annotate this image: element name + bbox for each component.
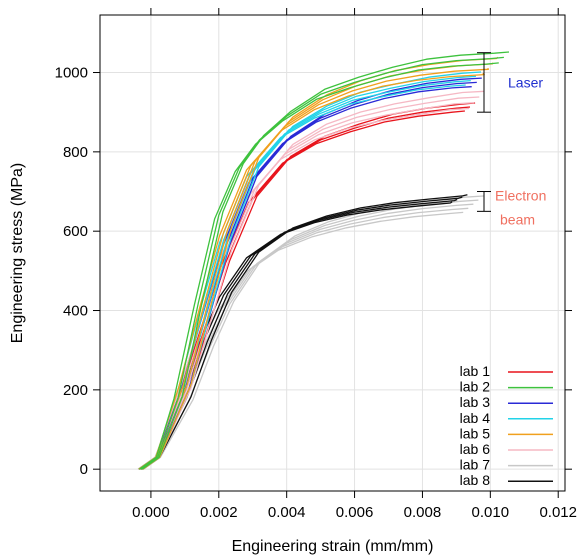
x-tick-label: 0.010 <box>472 504 510 521</box>
x-tick-label: 0.000 <box>132 504 170 521</box>
series-line-lab-2 <box>139 62 499 470</box>
y-tick-label: 1000 <box>55 65 88 82</box>
x-tick-labels: 0.000 0.002 0.004 0.006 0.008 0.010 0.012 <box>132 504 577 521</box>
x-tick-label: 0.002 <box>200 504 238 521</box>
y-tick-labels: 0 200 400 600 800 1000 <box>55 65 88 479</box>
annotation-beam: beam <box>500 211 535 227</box>
legend-label: lab 5 <box>460 425 491 441</box>
annotations: Laser Electron beam <box>477 52 546 227</box>
x-tick-label: 0.004 <box>268 504 306 521</box>
legend-label: lab 4 <box>460 410 491 426</box>
y-tick-label: 200 <box>63 382 88 399</box>
legend-label: lab 2 <box>460 379 491 395</box>
legend-label: lab 7 <box>460 457 491 473</box>
curves <box>137 51 510 470</box>
annotation-laser: Laser <box>508 74 543 90</box>
series-line-lab-2 <box>140 56 504 470</box>
x-tick-label: 0.012 <box>539 504 577 521</box>
axis-ticks <box>93 8 572 498</box>
series-line-lab-5 <box>139 67 489 470</box>
legend-label: lab 8 <box>460 472 491 488</box>
y-tick-label: 600 <box>63 223 88 240</box>
legend-label: lab 1 <box>460 363 491 379</box>
legend-label: lab 3 <box>460 394 491 410</box>
plot-frame <box>99 14 566 492</box>
annotation-electron: Electron <box>495 187 546 203</box>
series-line-lab-2 <box>141 51 510 470</box>
x-tick-label: 0.006 <box>336 504 374 521</box>
y-tick-label: 0 <box>80 461 88 478</box>
x-tick-label: 0.008 <box>404 504 442 521</box>
legend-label: lab 6 <box>460 441 491 457</box>
series-line-lab-8 <box>142 194 468 470</box>
y-tick-label: 400 <box>63 303 88 320</box>
x-axis-title: Engineering strain (mm/mm) <box>232 538 434 555</box>
y-tick-label: 800 <box>63 144 88 161</box>
series-line-lab-5 <box>138 72 485 470</box>
y-axis-title: Engineering stress (MPa) <box>9 163 26 344</box>
series-line-lab-6 <box>142 90 485 470</box>
